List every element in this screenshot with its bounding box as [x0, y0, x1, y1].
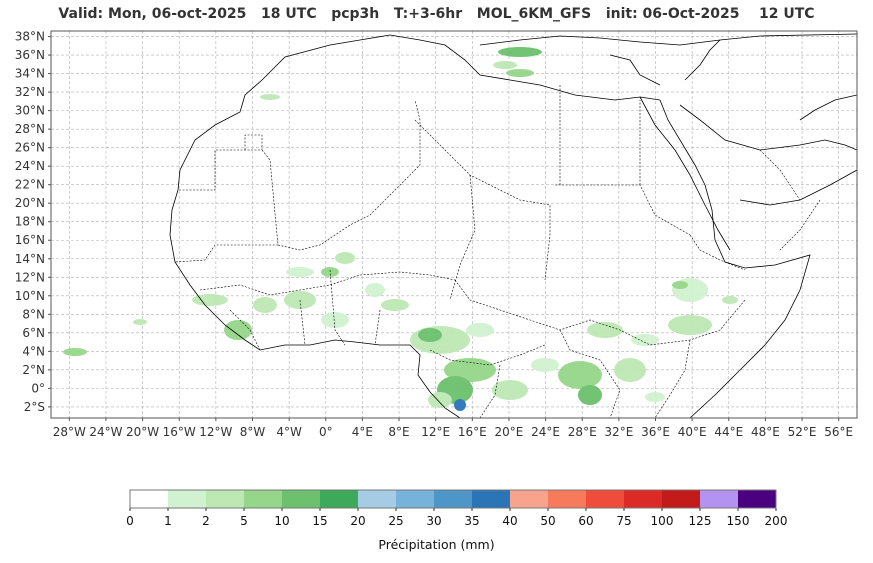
colorbar-frame: [129, 489, 777, 509]
colorbar-tick-label: 200: [765, 514, 788, 528]
lat-tick-label: 8°N: [22, 307, 45, 321]
lon-tick-label: 20°W: [126, 425, 159, 439]
lon-tick-label: 4°W: [276, 425, 302, 439]
lon-tick-label: 28°E: [568, 425, 597, 439]
lon-tick-label: 12°W: [199, 425, 232, 439]
colorbar: 0 1 2 5 10 15 20 25 30 35 40 50 60 75 100 125 150 200: [126, 489, 788, 528]
colorbar-tick-label: 50: [540, 514, 555, 528]
lat-tick-label: 12°N: [15, 270, 45, 284]
colorbar-tick-label: 150: [727, 514, 750, 528]
colorbar-swatch: [320, 490, 359, 508]
lat-tick-label: 0°: [31, 381, 45, 395]
longitude-tick-labels: 28°W 24°W 20°W 16°W 12°W 8°W 4°W 0° 4°E 8°E 12°E 16…: [53, 425, 853, 439]
map-basemap: [63, 33, 857, 418]
lon-tick-label: 16°E: [458, 425, 487, 439]
lat-tick-label: 36°N: [15, 48, 45, 62]
lat-tick-label: 18°N: [15, 215, 45, 229]
colorbar-swatch: [130, 490, 169, 508]
colorbar-tick-label: 30: [426, 514, 441, 528]
colorbar-swatch: [206, 490, 245, 508]
lon-tick-label: 32°E: [604, 425, 633, 439]
lat-tick-label: 34°N: [15, 67, 45, 81]
lon-tick-label: 36°E: [641, 425, 670, 439]
lat-tick-label: 16°N: [15, 233, 45, 247]
lon-tick-label: 56°E: [824, 425, 853, 439]
lon-tick-label: 48°E: [751, 425, 780, 439]
lat-tick-label: 22°N: [15, 178, 45, 192]
lat-tick-label: 4°N: [22, 344, 45, 358]
lat-tick-label: 26°N: [15, 141, 45, 155]
lon-tick-label: 20°E: [495, 425, 524, 439]
lon-tick-label: 4°E: [352, 425, 373, 439]
lon-tick-label: 8°E: [388, 425, 409, 439]
colorbar-tick-label: 40: [502, 514, 517, 528]
lon-tick-label: 0°: [319, 425, 333, 439]
precipitation-layer: [63, 47, 738, 411]
colorbar-tick-label: 100: [651, 514, 674, 528]
latitude-tick-labels: 38°N 36°N 34°N 32°N 30°N 28°N 26°N 24°N 22°N 20°N…: [15, 30, 45, 414]
lat-tick-label: 2°S: [24, 400, 45, 414]
lon-tick-label: 24°E: [531, 425, 560, 439]
colorbar-swatch: [738, 490, 777, 508]
lat-tick-label: 24°N: [15, 159, 45, 173]
colorbar-swatch: [510, 490, 549, 508]
map-title: Valid: Mon, 06-oct-2025 18 UTC pcp3h T:+…: [58, 6, 815, 22]
colorbar-tick-label: 60: [578, 514, 593, 528]
colorbar-swatch: [282, 490, 321, 508]
lat-tick-label: 14°N: [15, 252, 45, 266]
lat-tick-label: 28°N: [15, 122, 45, 136]
lat-tick-label: 32°N: [15, 85, 45, 99]
lon-tick-label: 28°W: [53, 425, 86, 439]
colorbar-swatch: [472, 490, 511, 508]
coastline-layer: [169, 33, 857, 418]
colorbar-tick-label: 10: [274, 514, 289, 528]
lat-tick-label: 10°N: [15, 289, 45, 303]
lon-tick-label: 52°E: [788, 425, 817, 439]
colorbar-swatch: [662, 490, 701, 508]
map-frame: [50, 30, 858, 419]
colorbar-swatch: [586, 490, 625, 508]
colorbar-swatch: [244, 490, 283, 508]
borders-layer: [174, 85, 821, 418]
colorbar-tick-label: 25: [388, 514, 403, 528]
lat-tick-label: 6°N: [22, 326, 45, 340]
colorbar-label: Précipitation (mm): [378, 537, 495, 552]
lon-tick-label: 8°W: [240, 425, 266, 439]
colorbar-tick-label: 125: [689, 514, 712, 528]
colorbar-swatch: [700, 490, 739, 508]
colorbar-swatch: [396, 490, 435, 508]
lon-tick-label: 40°E: [678, 425, 707, 439]
colorbar-tick-label: 20: [350, 514, 365, 528]
colorbar-swatch: [548, 490, 587, 508]
lat-tick-label: 30°N: [15, 104, 45, 118]
colorbar-tick-label: 15: [312, 514, 327, 528]
colorbar-swatch: [624, 490, 663, 508]
colorbar-swatch: [358, 490, 397, 508]
lon-tick-label: 16°W: [163, 425, 196, 439]
colorbar-tick-label: 5: [240, 514, 248, 528]
lon-tick-label: 44°E: [714, 425, 743, 439]
colorbar-tick-label: 75: [616, 514, 631, 528]
colorbar-swatch: [168, 490, 207, 508]
colorbar-tick-label: 35: [464, 514, 479, 528]
lat-tick-label: 38°N: [15, 30, 45, 44]
colorbar-tick-label: 1: [164, 514, 172, 528]
lat-tick-label: 2°N: [22, 363, 45, 377]
lat-tick-label: 20°N: [15, 196, 45, 210]
colorbar-swatch: [434, 490, 473, 508]
colorbar-tick-label: 2: [202, 514, 210, 528]
lon-tick-label: 24°W: [89, 425, 122, 439]
colorbar-tick-label: 0: [126, 514, 134, 528]
lon-tick-label: 12°E: [421, 425, 450, 439]
